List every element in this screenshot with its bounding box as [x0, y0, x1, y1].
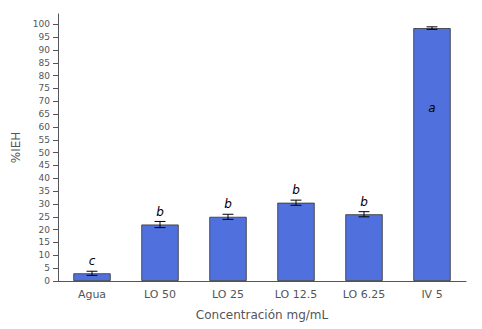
svg-text:85: 85 — [39, 58, 50, 68]
svg-text:45: 45 — [39, 160, 50, 170]
svg-text:b: b — [224, 197, 232, 211]
svg-text:b: b — [360, 195, 368, 209]
svg-text:Concentración mg/mL: Concentración mg/mL — [196, 308, 329, 322]
svg-text:100: 100 — [33, 19, 50, 29]
svg-text:95: 95 — [39, 32, 50, 42]
svg-text:80: 80 — [39, 71, 51, 81]
svg-text:90: 90 — [39, 45, 51, 55]
svg-text:IV 5: IV 5 — [421, 288, 442, 301]
svg-text:65: 65 — [39, 109, 50, 119]
svg-text:b: b — [156, 205, 164, 219]
svg-text:LO 12.5: LO 12.5 — [275, 288, 317, 301]
svg-text:15: 15 — [39, 237, 50, 247]
svg-text:0: 0 — [44, 276, 50, 286]
svg-text:60: 60 — [39, 122, 51, 132]
svg-text:c: c — [89, 254, 96, 268]
svg-text:75: 75 — [39, 83, 50, 93]
svg-text:20: 20 — [39, 225, 51, 235]
svg-text:40: 40 — [39, 173, 51, 183]
svg-text:70: 70 — [39, 96, 51, 106]
svg-text:25: 25 — [39, 212, 50, 222]
svg-text:5: 5 — [44, 263, 50, 273]
svg-text:b: b — [292, 183, 300, 197]
svg-text:a: a — [428, 101, 435, 115]
svg-text:35: 35 — [39, 186, 50, 196]
svg-text:30: 30 — [39, 199, 51, 209]
svg-text:50: 50 — [39, 148, 51, 158]
svg-text:Agua: Agua — [78, 288, 106, 301]
svg-text:LO 25: LO 25 — [212, 288, 244, 301]
svg-text:LO 6.25: LO 6.25 — [343, 288, 385, 301]
svg-text:55: 55 — [39, 135, 50, 145]
svg-text:LO 50: LO 50 — [144, 288, 176, 301]
svg-text:%IEH: %IEH — [9, 132, 23, 164]
svg-text:10: 10 — [39, 250, 51, 260]
